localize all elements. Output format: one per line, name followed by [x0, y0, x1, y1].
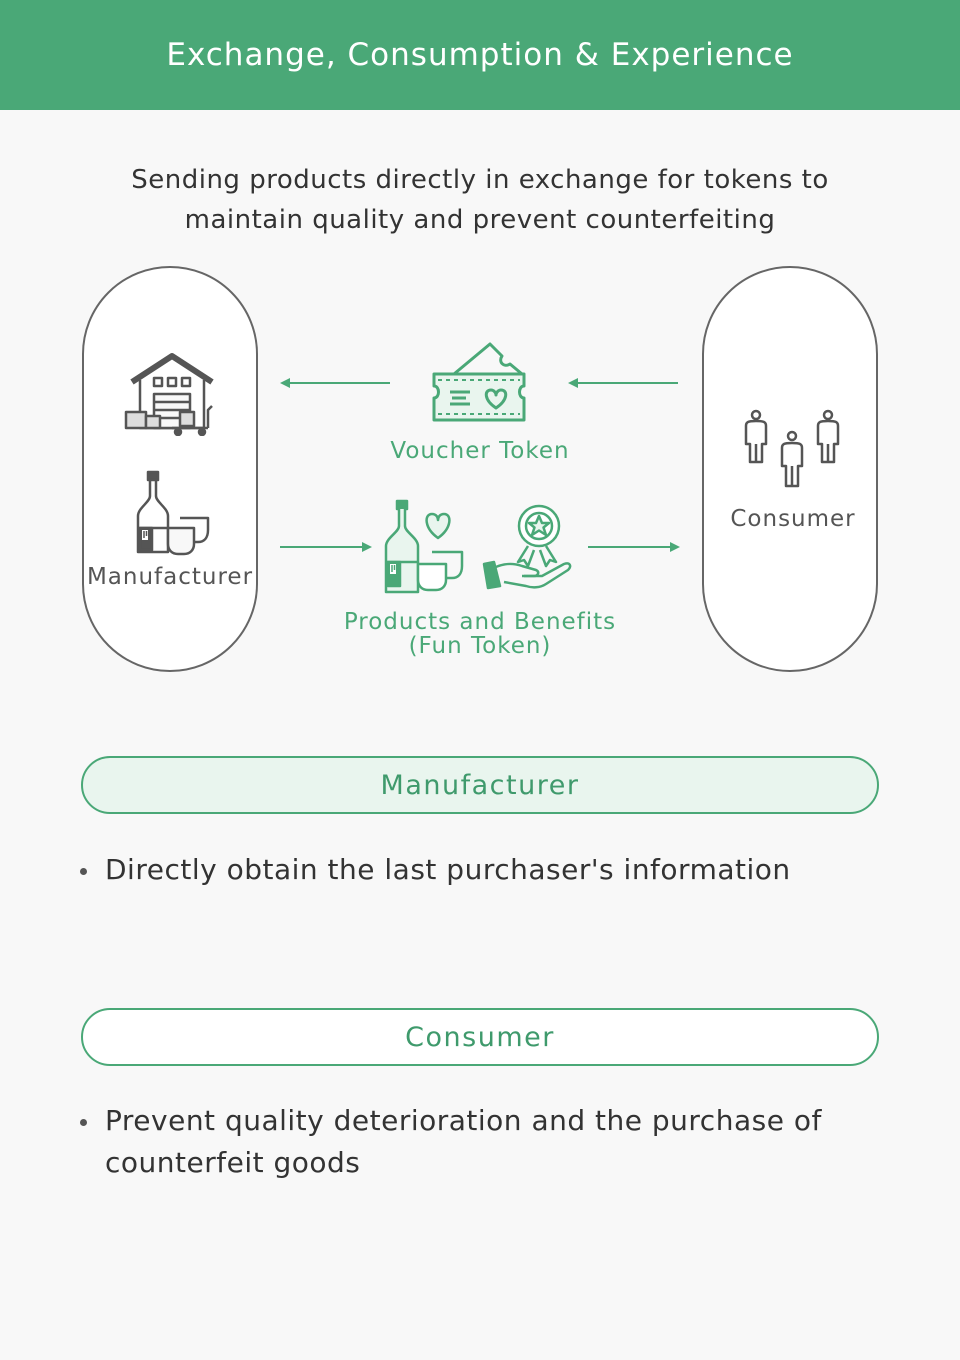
- list-item: Prevent quality deterioration and the pu…: [78, 1100, 838, 1184]
- consumer-section-header: Consumer: [81, 1008, 879, 1066]
- manufacturer-label: Manufacturer: [86, 564, 254, 590]
- bottle-heart-icon: [384, 499, 464, 594]
- hand-badge-icon: [482, 504, 572, 590]
- voucher-ticket-icon: [432, 342, 526, 422]
- consumer-label: Consumer: [730, 506, 856, 532]
- products-benefits-line1: Products and Benefits: [343, 609, 617, 635]
- voucher-token-label: Voucher Token: [390, 438, 570, 464]
- fun-token-line2: (Fun Token): [408, 633, 552, 659]
- list-item: Directly obtain the last purchaser's inf…: [78, 849, 838, 891]
- header-bar: Exchange, Consumption & Experience: [0, 0, 960, 110]
- arrow-from-manufacturer: [280, 542, 372, 552]
- arrow-to-consumer: [588, 542, 680, 552]
- manufacturer-benefits-list: Directly obtain the last purchaser's inf…: [78, 849, 838, 891]
- arrow-to-manufacturer: [280, 378, 390, 388]
- warehouse-icon: [124, 353, 214, 436]
- arrow-from-consumer: [568, 378, 678, 388]
- products-benefits-label: Products and Benefits (Fun Token): [330, 610, 630, 658]
- consumer-section-title: Consumer: [405, 1021, 555, 1053]
- page-title: Exchange, Consumption & Experience: [166, 37, 794, 73]
- manufacturer-node: [82, 266, 258, 672]
- intro-text: Sending products directly in exchange fo…: [131, 165, 829, 235]
- manufacturer-section-title: Manufacturer: [380, 769, 580, 801]
- manufacturer-section-header: Manufacturer: [81, 756, 879, 814]
- people-icon: [744, 409, 840, 488]
- bottle-cups-icon: [136, 470, 210, 556]
- consumer-benefits-list: Prevent quality deterioration and the pu…: [78, 1100, 838, 1184]
